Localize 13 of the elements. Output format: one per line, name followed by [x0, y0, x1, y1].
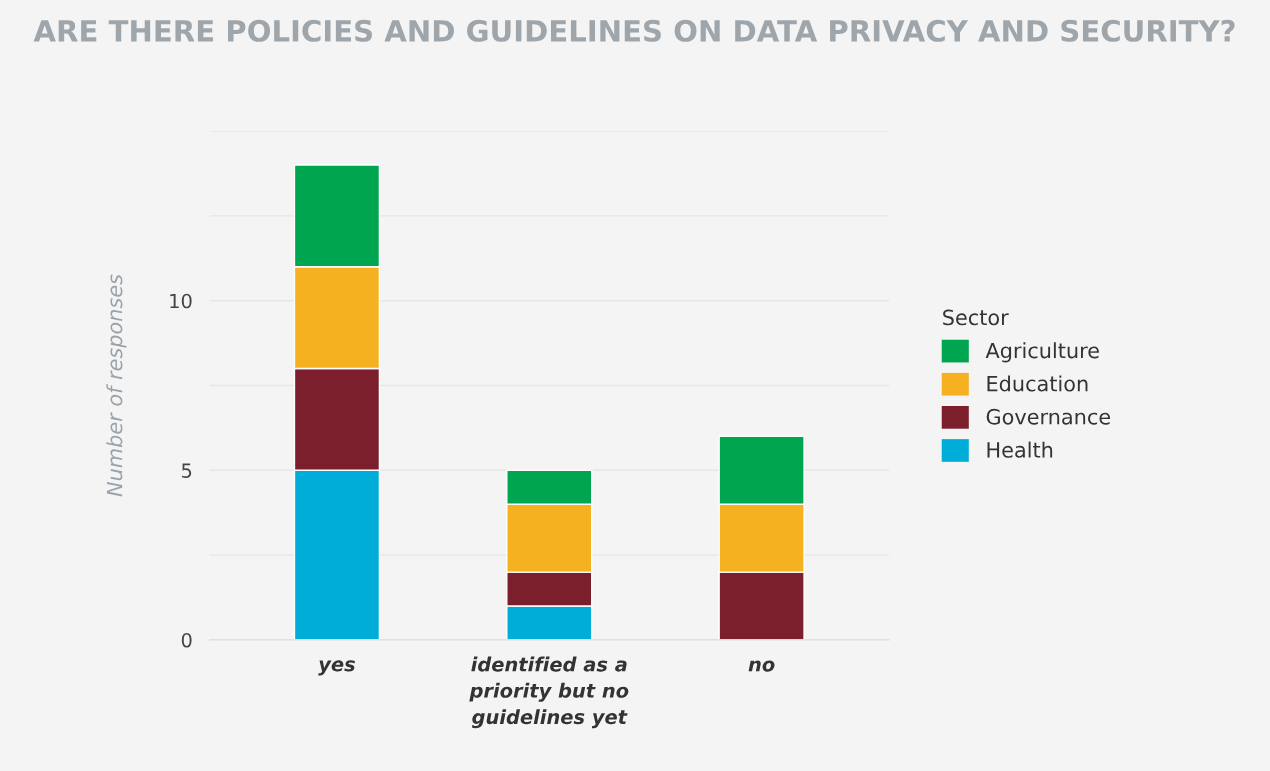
y-tick-label: 0: [181, 632, 192, 648]
x-tick-label: yes: [318, 660, 355, 676]
y-tick-label: 10: [170, 293, 192, 309]
chart-title: ARE THERE POLICIES AND GUIDELINES ON DATA PRIVACY AND SECURITY?: [33, 19, 1235, 42]
y-tick-label: 5: [182, 463, 192, 478]
legend-label: Health: [987, 441, 1053, 458]
legend-label: Education: [987, 375, 1088, 392]
x-tick-label: no: [748, 660, 775, 672]
legend-label: Governance: [986, 408, 1111, 425]
y-axis-title: Number of responses: [106, 274, 127, 497]
x-tick-label: identified as a priority but no guidelines yet: [469, 656, 629, 729]
legend-label: Agriculture: [985, 342, 1099, 363]
legend-title: Sector: [943, 309, 1009, 326]
